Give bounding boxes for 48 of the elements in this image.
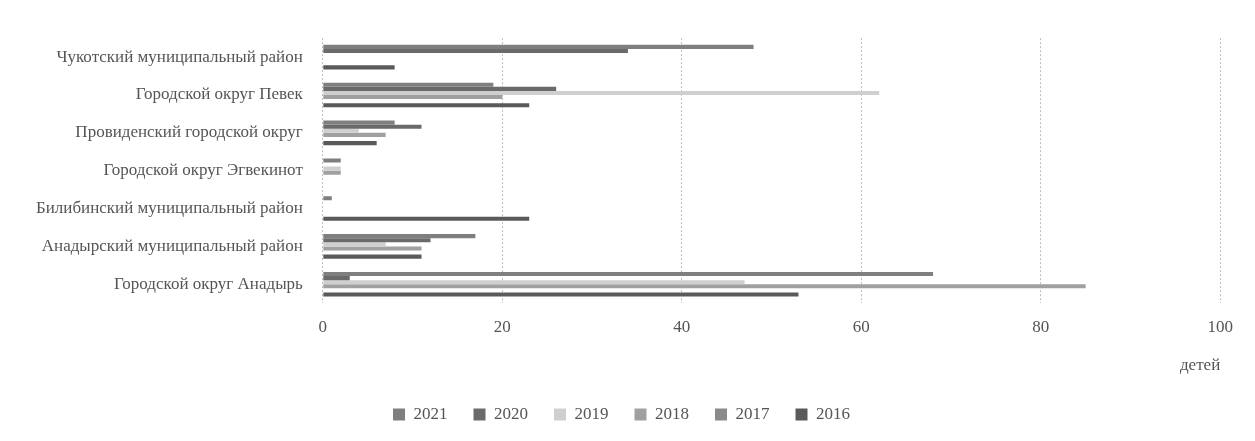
legend-label: 2020 xyxy=(494,403,528,423)
bar xyxy=(323,216,530,221)
bar xyxy=(323,128,359,133)
bar xyxy=(323,246,422,251)
bar xyxy=(323,65,395,70)
legend-label: 2018 xyxy=(655,403,689,423)
x-tick-label: 40 xyxy=(673,316,691,336)
legend-label: 2019 xyxy=(574,403,609,423)
x-tick-label: 20 xyxy=(493,316,511,336)
bar xyxy=(323,280,745,285)
bar xyxy=(323,86,557,91)
bar xyxy=(323,242,386,247)
bar xyxy=(323,132,386,137)
bar xyxy=(323,238,431,243)
bar xyxy=(323,292,799,297)
x-tick-label: 100 xyxy=(1207,316,1233,336)
bar xyxy=(323,103,530,108)
bar xyxy=(323,90,880,95)
bar xyxy=(323,234,476,239)
bar xyxy=(323,271,934,277)
bar xyxy=(323,120,395,125)
y-tick-label: Городской округ Анадырь xyxy=(114,273,304,293)
y-tick-label: Городской округ Певек xyxy=(135,84,304,104)
bar xyxy=(323,196,332,201)
x-tick-label: 60 xyxy=(852,316,870,336)
x-axis-title: детей xyxy=(1179,355,1221,375)
bar xyxy=(323,166,341,171)
y-tick-label: Анадырский муниципальный район xyxy=(41,235,303,255)
bar xyxy=(323,254,422,259)
y-tick-label: Городской округ Эгвекинот xyxy=(103,160,304,180)
bar xyxy=(323,94,503,100)
x-tick-label: 80 xyxy=(1032,316,1050,336)
bar xyxy=(323,48,628,54)
bar xyxy=(323,158,341,163)
legend-label: 2021 xyxy=(413,403,448,423)
legend-label: 2016 xyxy=(816,403,850,423)
bar xyxy=(323,276,350,281)
y-tick-label: Билибинский муниципальный район xyxy=(35,198,303,218)
bar xyxy=(323,44,754,49)
x-tick-label: 0 xyxy=(318,316,328,336)
y-tick-label: Чукотский муниципальный район xyxy=(56,46,303,66)
y-tick-label: Провиденский городской округ xyxy=(75,122,303,142)
bar xyxy=(323,141,377,146)
bar xyxy=(323,170,341,175)
bar xyxy=(323,284,1086,289)
legend-label: 2017 xyxy=(735,403,770,423)
bar xyxy=(323,124,422,129)
bar xyxy=(323,82,494,87)
